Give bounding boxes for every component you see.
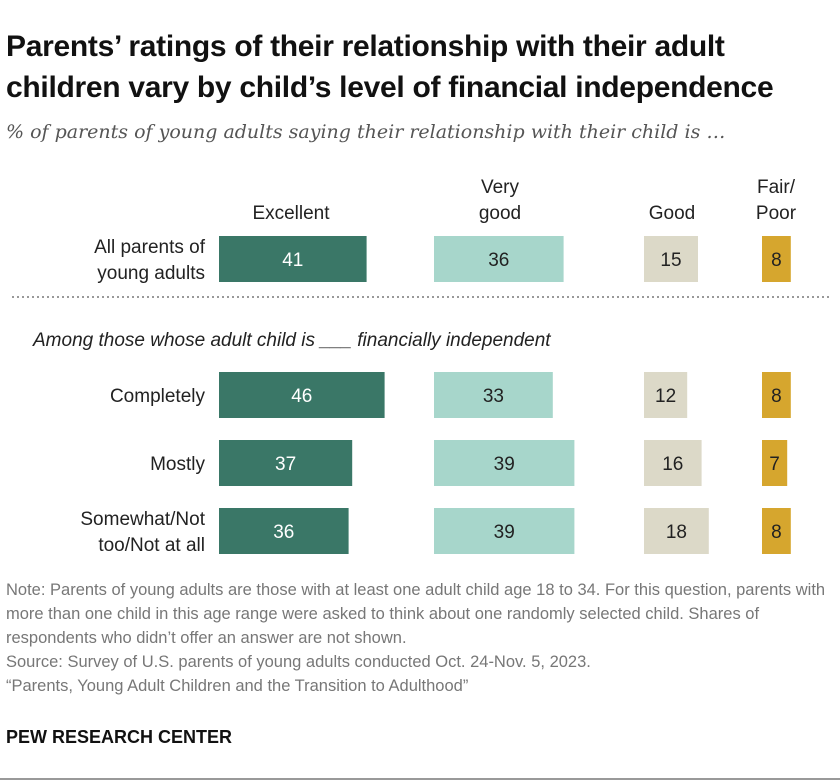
bar-2-2 [644,440,702,486]
bar-3-3 [762,508,791,554]
row-label-0: young adults [97,263,205,284]
bar-value-label-2-0: 37 [275,454,296,475]
bar-value-label-2-3: 7 [769,454,780,475]
chart-title: Parents’ ratings of their relationship w… [6,30,774,104]
bar-value-label-3-0: 36 [273,522,294,543]
bar-0-2 [644,236,698,282]
bar-value-label-2-2: 16 [662,454,683,475]
pew-logo-text: PEW RESEARCH CENTER [6,727,233,747]
bar-value-label-0-3: 8 [771,250,782,271]
bar-1-3 [762,372,791,418]
bar-value-label-3-2: 18 [666,522,687,543]
bar-value-label-2-1: 39 [494,454,515,475]
bar-3-2 [644,508,709,554]
bar-0-0 [219,236,367,282]
notes: Note: Parents of young adults are those … [6,578,836,698]
bar-3-0 [219,508,349,554]
column-header-1: good [479,203,521,224]
bar-1-1 [434,372,553,418]
column-header-0: Excellent [252,203,330,224]
bar-value-label-0-1: 36 [488,250,509,271]
row-label-3: too/Not at all [98,535,205,556]
bar-value-label-0-2: 15 [660,250,681,271]
column-header-3: Poor [756,203,797,224]
row-label-3: Somewhat/Not [80,509,205,530]
bar-0-1 [434,236,564,282]
row-label-1: Completely [110,386,206,407]
source-text: Source: Survey of U.S. parents of young … [6,653,591,671]
bar-2-3 [762,440,788,486]
bar-2-1 [434,440,575,486]
bar-2-0 [219,440,353,486]
bar-value-label-1-1: 33 [483,386,504,407]
bar-3-1 [434,508,575,554]
bar-value-label-0-0: 41 [282,250,303,271]
group-heading: Among those whose adult child is ___ fin… [32,330,551,351]
bar-value-label-1-2: 12 [655,386,676,407]
column-header-2: Good [649,203,695,224]
bar-1-0 [219,372,385,418]
row-label-0: All parents of [94,237,206,258]
bar-value-label-3-1: 39 [494,522,515,543]
report-title: “Parents, Young Adult Children and the T… [6,677,469,695]
column-header-3: Fair/ [757,177,796,198]
column-header-1: Very [481,177,520,198]
chart-subtitle: % of parents of young adults saying thei… [6,121,726,143]
bar-value-label-3-3: 8 [771,522,782,543]
row-label-2: Mostly [150,454,205,475]
bar-value-label-1-3: 8 [771,386,782,407]
bar-value-label-1-0: 46 [291,386,312,407]
bar-1-2 [644,372,688,418]
bar-chart: Excellent Very good Good Fair/Poor All parent… [12,177,830,556]
bar-0-3 [762,236,791,282]
note-text: Note: Parents of young adults are those … [6,581,826,647]
bottom-rule [0,778,840,780]
